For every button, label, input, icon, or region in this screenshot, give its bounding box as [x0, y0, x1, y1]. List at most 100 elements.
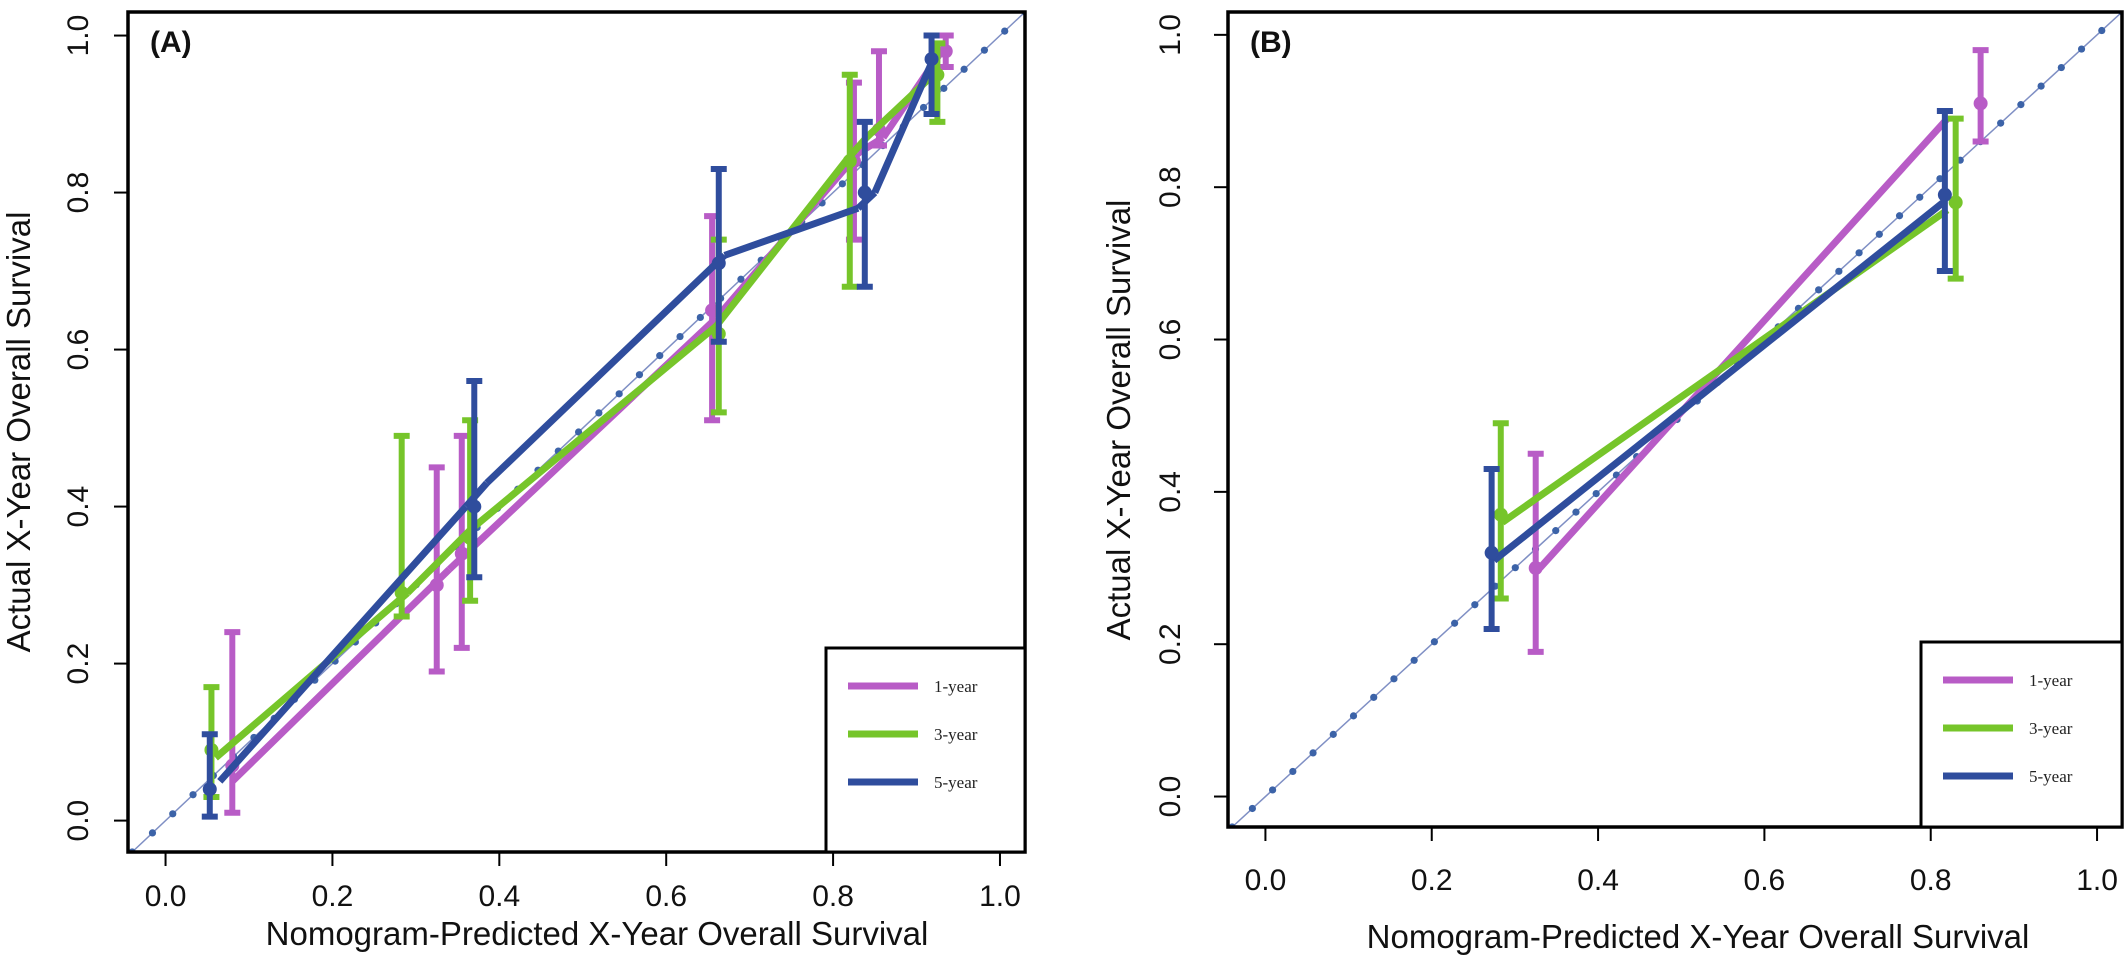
legend-label-1-year: 1-year	[2029, 671, 2073, 690]
legend-label-1-year: 1-year	[934, 677, 978, 696]
legend-box	[824, 646, 1027, 854]
legend-box	[1919, 640, 2124, 829]
y-tick-label: 1.0	[1154, 14, 1187, 56]
legend: 1-year 3-year 5-year	[824, 646, 1027, 854]
data-point	[1528, 561, 1543, 576]
reference-dot	[1875, 230, 1883, 238]
reference-dot	[169, 810, 177, 818]
x-tick-label: 1.0	[2076, 864, 2118, 897]
data-point	[202, 782, 217, 797]
reference-dot	[1001, 27, 1009, 35]
y-tick-label: 0.6	[62, 329, 95, 371]
data-point	[938, 44, 953, 59]
reference-dot	[656, 352, 664, 360]
calibration-segment	[484, 252, 728, 486]
panel-label: (B)	[1250, 26, 1292, 59]
legend-label-5-year: 5-year	[934, 773, 978, 792]
y-tick-label: 0.8	[1154, 166, 1187, 208]
reference-dot	[1471, 601, 1479, 609]
reference-dot	[635, 371, 644, 379]
data-point	[711, 256, 726, 271]
reference-dot	[1895, 212, 1904, 220]
x-tick-label: 1.0	[979, 880, 1021, 913]
legend-label-3-year: 3-year	[934, 725, 978, 744]
reference-dot	[615, 390, 623, 398]
data-point	[705, 303, 720, 318]
reference-dot	[1936, 175, 1944, 183]
x-tick-label: 0.6	[1744, 864, 1786, 897]
reference-dot	[1855, 249, 1863, 257]
calibration-segment	[1537, 116, 1950, 571]
reference-dot	[940, 84, 948, 92]
x-axis-title: Nomogram-Predicted X-Year Overall Surviv…	[1367, 918, 2030, 955]
reference-dot	[1289, 767, 1297, 776]
reference-dot	[1572, 508, 1580, 516]
data-point	[467, 499, 482, 514]
reference-dot	[1997, 119, 2005, 127]
y-axis-title: Actual X-Year Overall Survival	[1100, 200, 1137, 641]
plot-area	[128, 12, 1025, 852]
x-tick-label: 0.2	[1411, 864, 1453, 897]
reference-dot	[737, 275, 745, 283]
reference-dot	[2017, 101, 2025, 109]
calibration-segment	[1491, 199, 1946, 564]
reference-dot	[1511, 564, 1519, 572]
calibration-segment	[467, 323, 719, 533]
y-tick-label: 1.0	[62, 15, 95, 57]
reference-dot	[595, 409, 603, 417]
reference-dot	[696, 313, 704, 322]
reference-dot	[2077, 45, 2086, 53]
legend-label-3-year: 3-year	[2029, 719, 2073, 738]
reference-dot	[2037, 82, 2045, 90]
y-tick-label: 0.0	[1154, 776, 1187, 818]
plot-frame	[126, 10, 1027, 854]
reference-dot	[1592, 489, 1600, 498]
y-tick-label: 0.8	[62, 172, 95, 214]
calibration-segment	[713, 158, 849, 329]
data-point	[1493, 507, 1508, 522]
reference-dot	[1329, 730, 1337, 738]
plot-frame	[1226, 10, 2124, 829]
y-tick-label: 0.4	[1154, 471, 1187, 513]
reference-dot	[1815, 286, 1823, 294]
reference-dot	[919, 103, 928, 112]
legend-label-5-year: 5-year	[2029, 767, 2073, 786]
reference-dot	[1248, 804, 1256, 813]
reference-dot	[838, 180, 846, 188]
data-point	[857, 185, 872, 200]
reference-dot	[1349, 712, 1358, 720]
data-point	[454, 546, 469, 561]
x-tick-label: 0.6	[645, 880, 687, 913]
panel-b: 0.0 0.2 0.4 0.6 0.8 1.0 0.0 0.2 0.4 0.6 0.8 1.0 Nomo…	[1100, 10, 2124, 955]
data-point	[1484, 545, 1499, 560]
x-tick-label: 0.0	[145, 880, 187, 913]
reference-dot	[960, 65, 968, 73]
data-point	[842, 154, 857, 169]
reference-dot	[1410, 656, 1418, 664]
x-tick-label: 0.0	[1245, 864, 1287, 897]
reference-dot	[676, 332, 684, 341]
reference-dot	[574, 428, 583, 436]
calibration-segment	[871, 57, 937, 194]
reference-dot	[2098, 26, 2106, 35]
data-point	[1948, 195, 1963, 210]
reference-dot	[1451, 619, 1459, 627]
reference-dot	[1370, 693, 1378, 701]
plot-area	[1228, 12, 2122, 827]
reference-dot	[1835, 267, 1843, 275]
y-axis-title: Actual X-Year Overall Survival	[0, 212, 37, 653]
data-point	[429, 578, 444, 593]
x-tick-label: 0.4	[478, 880, 520, 913]
calibration-segment	[723, 204, 860, 259]
y-tick-label: 0.6	[1154, 319, 1187, 361]
reference-dot	[1269, 786, 1277, 794]
series-5-year	[201, 32, 940, 820]
x-tick-label: 0.8	[812, 880, 854, 913]
y-tick-label: 0.2	[62, 643, 95, 685]
data-point	[1937, 187, 1952, 202]
reference-dot	[980, 46, 989, 54]
calibration-segment	[229, 566, 452, 784]
y-tick-label: 0.0	[62, 800, 95, 842]
reference-dot	[189, 791, 197, 799]
x-tick-label: 0.2	[312, 880, 354, 913]
